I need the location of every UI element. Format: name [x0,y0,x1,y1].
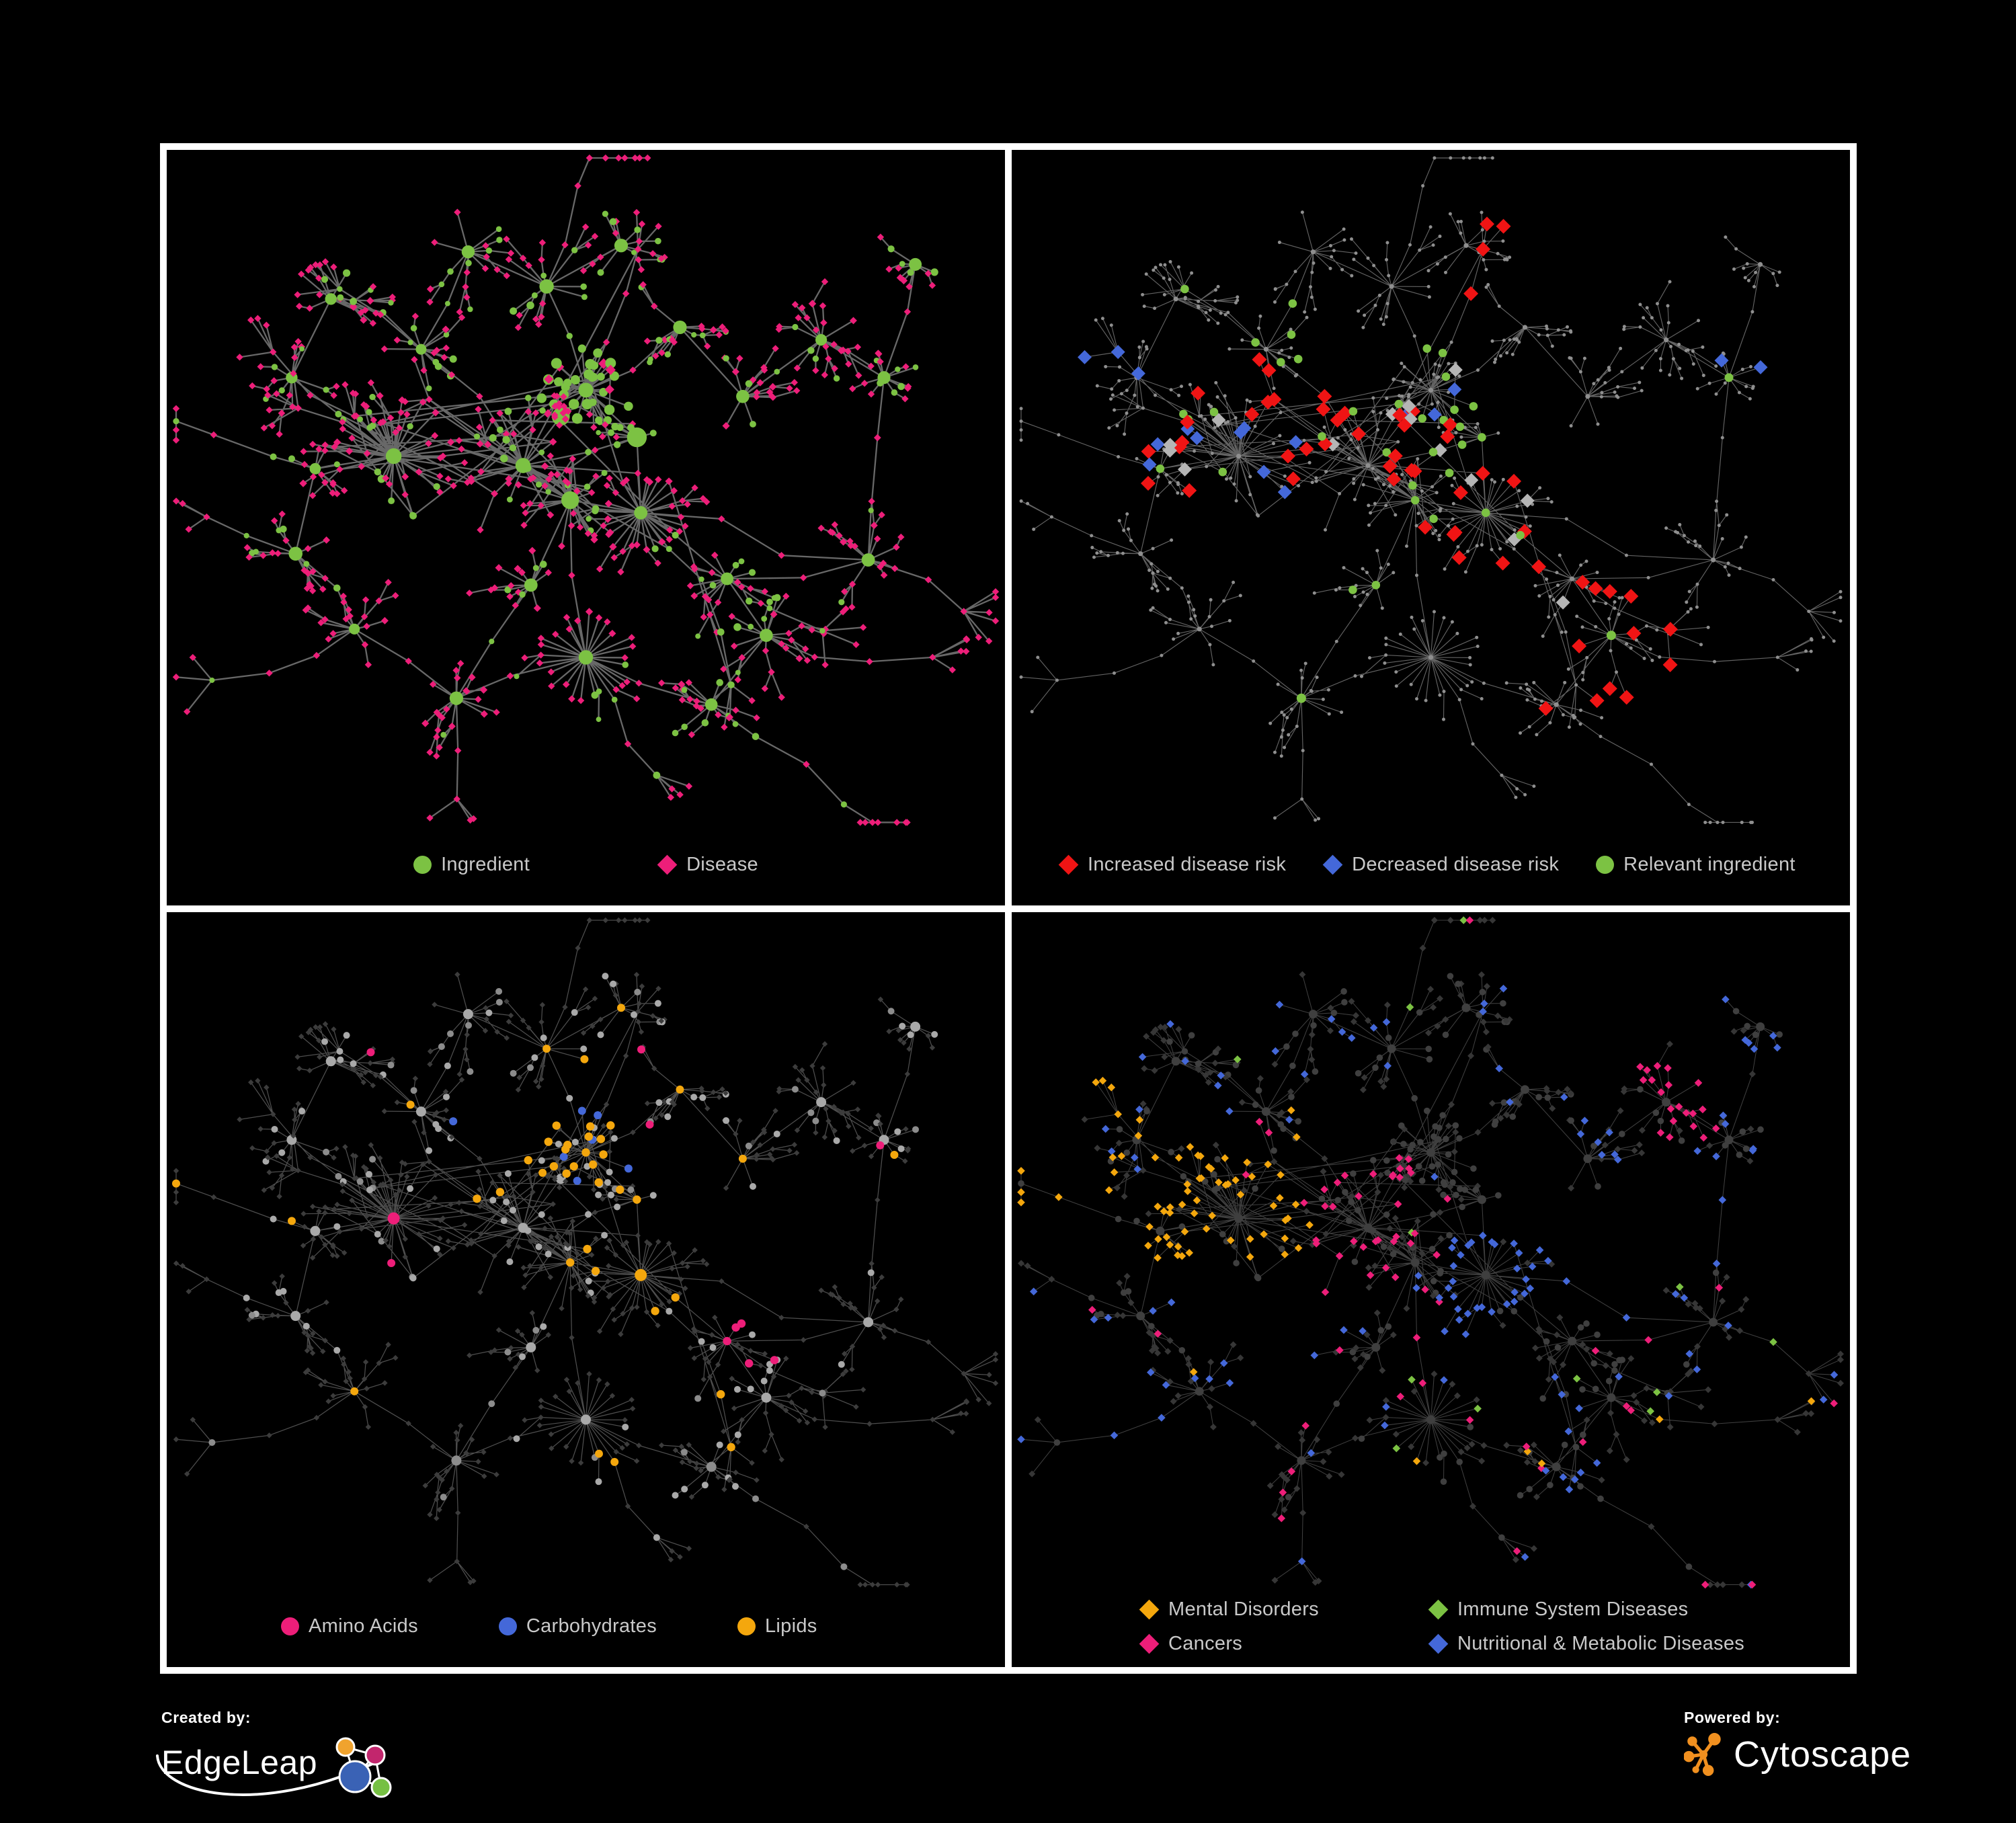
legend-label: Lipids [765,1615,817,1637]
legend-label: Increased disease risk [1088,853,1287,875]
legend-item-ingredient: Ingredient [413,854,530,876]
ingredient-disease-network-graph [172,154,1000,826]
cytoscape-logo-icon [1684,1733,1721,1776]
legend-disease-classes: Mental Disorders Immune System Diseases … [1012,1598,1850,1655]
legend-item-amino-acids: Amino Acids [281,1615,418,1637]
amino-acids-swatch-icon [281,1617,299,1635]
panel-nutrient-classes: Amino Acids Carbohydrates Lipids [167,912,1005,1667]
disease-risk-network-graph [1019,156,1843,824]
legend-label: Amino Acids [309,1615,418,1637]
cytoscape-wordmark: Cytoscape [1734,1734,1912,1775]
panel-disease-classes: Mental Disorders Immune System Diseases … [1012,912,1850,1667]
legend-item-lipids: Lipids [737,1615,817,1637]
edgeleap-logo-icon [335,1737,392,1798]
legend-label: Decreased disease risk [1352,853,1560,875]
disease-classes-network-graph [1017,916,1844,1588]
panel-disease-risk: Increased disease risk Decreased disease… [1012,150,1850,905]
legend-item-decreased-risk: Decreased disease risk [1322,853,1560,876]
legend-disease-risk: Increased disease risk Decreased disease… [1012,854,1850,876]
figure-grid: Ingredient Disease Increased disease ris… [160,143,1857,1674]
panel-ingredient-disease: Ingredient Disease [167,150,1005,905]
created-by-label: Created by: [161,1709,251,1726]
edgeleap-wordmark: EdgeLeap [161,1744,318,1781]
legend-item-increased-risk: Increased disease risk [1058,853,1287,876]
legend-label: Cancers [1168,1633,1243,1654]
legend-item-mental-disorders: Mental Disorders [1139,1598,1428,1621]
legend-nutrient-classes: Amino Acids Carbohydrates Lipids [167,1615,1005,1637]
increased-risk-swatch-icon [1058,854,1079,875]
immune-diseases-swatch-icon [1428,1599,1449,1620]
cancers-swatch-icon [1139,1633,1160,1654]
legend-item-nutritional-metabolic: Nutritional & Metabolic Diseases [1428,1633,1850,1655]
cytoscape-credit: Powered by: Cytoscape [1684,1709,1993,1803]
legend-item-immune-diseases: Immune System Diseases [1428,1598,1850,1621]
legend-item-disease: Disease [657,854,758,876]
legend-label: Nutritional & Metabolic Diseases [1457,1633,1745,1654]
legend-label: Relevant ingredient [1623,853,1796,875]
mental-disorders-swatch-icon [1139,1599,1160,1620]
legend-label: Immune System Diseases [1457,1598,1689,1620]
legend-label: Carbohydrates [526,1615,657,1637]
legend-item-cancers: Cancers [1139,1633,1428,1655]
legend-ingredient-disease: Ingredient Disease [167,854,1005,876]
legend-item-relevant-ingredient: Relevant ingredient [1596,854,1796,876]
edgeleap-credit: Created by: EdgeLeap [156,1709,444,1823]
relevant-ingredient-swatch-icon [1596,855,1615,874]
ingredient-swatch-icon [413,855,432,874]
nutrient-classes-network-graph [172,917,999,1588]
carbohydrates-swatch-icon [498,1617,517,1635]
legend-label: Ingredient [441,853,530,875]
disease-swatch-icon [657,854,678,875]
powered-by-label: Powered by: [1684,1709,1781,1726]
nutritional-metabolic-swatch-icon [1428,1633,1449,1654]
decreased-risk-swatch-icon [1322,854,1343,875]
legend-label: Disease [686,853,758,875]
legend-item-carbohydrates: Carbohydrates [498,1615,657,1637]
lipids-swatch-icon [737,1617,756,1635]
legend-label: Mental Disorders [1168,1598,1319,1620]
